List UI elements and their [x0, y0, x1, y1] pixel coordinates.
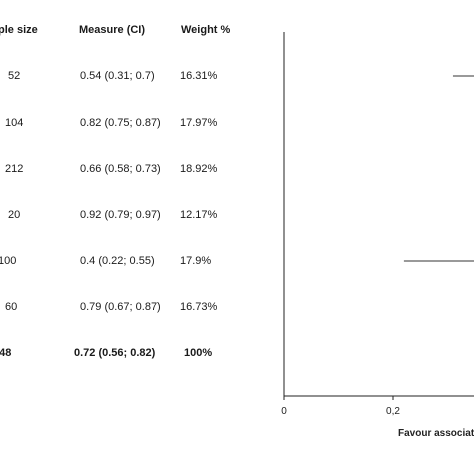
x-tick-label: 0,2	[386, 406, 400, 417]
sample-size-cell: 52	[8, 70, 21, 82]
x-tick-label: 0	[281, 406, 287, 417]
weight-cell: 16.31%	[180, 70, 218, 82]
table-row: 60 0.79 (0.67; 0.87) 16.73%	[0, 301, 260, 315]
header-weight: Weight %	[181, 24, 231, 36]
total-row: 548 0.72 (0.56; 0.82) 100%	[0, 347, 260, 361]
total-weight: 100%	[184, 347, 213, 359]
weight-cell: 12.17%	[180, 209, 218, 221]
measure-cell: 0.82 (0.75; 0.87)	[80, 117, 161, 129]
table-row: 100 0.4 (0.22; 0.55) 17.9%	[0, 255, 260, 269]
table-row: 20 0.92 (0.79; 0.97) 12.17%	[0, 209, 260, 223]
weight-cell: 17.9%	[180, 255, 212, 267]
sample-size-cell: 212	[5, 163, 24, 175]
sample-size-cell: 20	[8, 209, 21, 221]
sample-size-cell: 104	[5, 117, 24, 129]
total-sample-size: 548	[0, 347, 12, 359]
table-row: 212 0.66 (0.58; 0.73) 18.92%	[0, 163, 260, 177]
header-measure: Measure (CI)	[79, 24, 146, 36]
sample-size-cell: 100	[0, 255, 17, 267]
measure-cell: 0.92 (0.79; 0.97)	[80, 209, 161, 221]
weight-cell: 17.97%	[180, 117, 218, 129]
table-row: 52 0.54 (0.31; 0.7) 16.31%	[0, 70, 260, 84]
weight-cell: 18.92%	[180, 163, 218, 175]
measure-cell: 0.4 (0.22; 0.55)	[80, 255, 155, 267]
total-measure: 0.72 (0.56; 0.82)	[74, 347, 156, 359]
weight-cell: 16.73%	[180, 301, 218, 313]
header-sample-size: ple size	[0, 24, 38, 36]
measure-cell: 0.66 (0.58; 0.73)	[80, 163, 161, 175]
table-row: 104 0.82 (0.75; 0.87) 17.97%	[0, 117, 260, 131]
measure-cell: 0.79 (0.67; 0.87)	[80, 301, 161, 313]
x-axis-label: Favour associat	[398, 428, 474, 439]
measure-cell: 0.54 (0.31; 0.7)	[80, 70, 155, 82]
sample-size-cell: 60	[5, 301, 18, 313]
